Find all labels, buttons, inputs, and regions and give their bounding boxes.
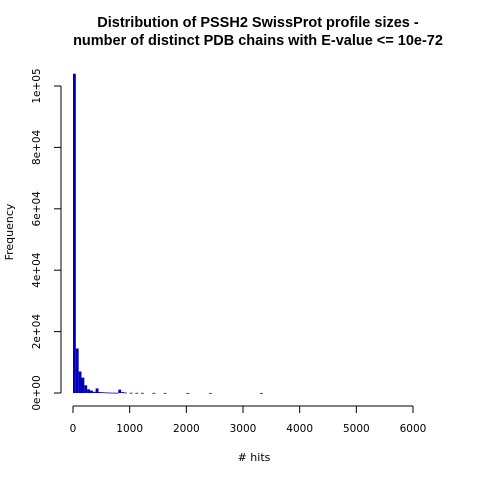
y-tick-label: 1e+05	[31, 68, 43, 103]
x-tick-label: 5000	[343, 423, 370, 435]
histogram-bar	[152, 392, 156, 394]
histogram-bar	[87, 389, 90, 393]
chart-title-line-1: Distribution of PSSH2 SwissProt profile …	[97, 15, 419, 31]
histogram-bar	[98, 392, 102, 393]
histogram-bar	[141, 392, 144, 394]
chart-title-line-2: number of distinct PDB chains with E-val…	[73, 33, 443, 49]
x-axis-ticks: 0 1000 2000 3000 4000 5000 6000	[70, 406, 427, 435]
histogram-bar	[84, 385, 88, 393]
x-tick-label: 3000	[230, 423, 257, 435]
histogram-bar	[121, 392, 124, 393]
x-tick-label: 1000	[116, 423, 143, 435]
histogram-bar	[115, 392, 119, 394]
histogram-bar	[129, 392, 133, 394]
y-tick-label: 2e+04	[31, 314, 43, 350]
histogram-bar	[209, 392, 212, 394]
y-tick-label: 4e+04	[31, 252, 43, 288]
histogram-bar	[135, 392, 139, 394]
x-tick-label: 4000	[286, 423, 313, 435]
histogram-bar	[118, 389, 122, 393]
x-axis-label: # hits	[238, 451, 271, 464]
histogram-bar	[163, 392, 167, 394]
x-tick-label: 0	[70, 423, 77, 435]
histogram-bar	[92, 391, 96, 393]
histogram-bar	[104, 392, 107, 394]
y-tick-label: 0e+00	[31, 375, 43, 410]
y-tick-label: 6e+04	[31, 191, 43, 227]
x-tick-label: 2000	[173, 423, 200, 435]
y-axis-ticks: 0e+00 2e+04 4e+04 6e+04 8e+04 1e+05	[31, 68, 61, 411]
histogram-bar	[81, 377, 85, 393]
y-axis-label: Frequency	[3, 203, 16, 260]
histogram-bar	[75, 348, 79, 393]
histogram-bar	[95, 388, 99, 393]
x-tick-label: 6000	[400, 423, 427, 435]
histogram-bar	[109, 392, 113, 394]
histogram-bar	[101, 392, 105, 394]
histogram-bar	[73, 73, 76, 393]
histogram-bar	[112, 392, 116, 394]
histogram-bars	[73, 73, 263, 394]
histogram-bar	[186, 392, 190, 394]
histogram-bar	[90, 390, 93, 393]
histogram-bar	[124, 392, 127, 394]
histogram-bar	[107, 392, 110, 394]
histogram-bar	[78, 371, 82, 393]
histogram-bar	[260, 392, 263, 394]
y-tick-label: 8e+04	[31, 129, 43, 165]
